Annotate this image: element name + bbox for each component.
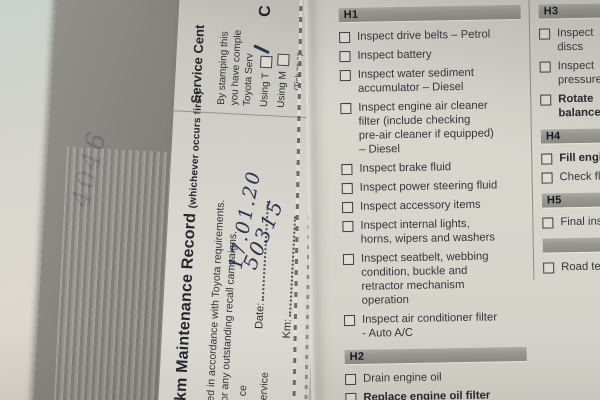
checklist-item-text: Inspect seatbelt, webbing condition, buck… bbox=[360, 250, 489, 307]
checklist-item-text: Check fl bbox=[559, 170, 600, 184]
checkbox-icon bbox=[341, 163, 353, 176]
checkbox-icon bbox=[277, 53, 290, 67]
checklist-item: Inspect engine air cleaner filter (includ… bbox=[340, 98, 523, 157]
checklist-item-text: Road tes bbox=[561, 260, 600, 274]
checklist-item: Drain engine oil bbox=[345, 369, 527, 386]
checklist-item-text: Rotate balance bbox=[558, 92, 600, 120]
section-code: H3 bbox=[543, 5, 559, 18]
checklist-item-text: Inspect power steering fluid bbox=[359, 179, 498, 194]
using-option-2: Using M bbox=[275, 53, 290, 108]
checklist-column-main: H1 Inspect drive belts – Petrol Inspect ba… bbox=[338, 0, 527, 400]
checklist-item: Inspect seatbelt, webbing condition, buck… bbox=[342, 249, 526, 308]
checklist-item: Inspect air conditioner filter - Auto A/C bbox=[343, 310, 526, 341]
checklist-item: Inspect internal lights, horns, wipers an… bbox=[342, 216, 524, 247]
section-code: H1 bbox=[343, 8, 359, 22]
checklist-section: H2 Drain engine oil Replace engine oil fil… bbox=[344, 346, 528, 400]
checklist-item: Road tes bbox=[543, 259, 600, 275]
checkbox-icon bbox=[541, 172, 553, 184]
checkbox-icon bbox=[543, 262, 555, 274]
checklist-item-text: Inspect pressure bbox=[557, 59, 600, 87]
checklist-item: Inspect water sediment accumulator – Dies… bbox=[339, 65, 522, 96]
checklist-item-text: Inspect water sediment accumulator – Dies… bbox=[357, 66, 475, 95]
checklist-item: Inspect discs bbox=[539, 25, 600, 55]
checklist-item: Inspect drive belts – Petrol bbox=[339, 27, 521, 44]
clipped-bold-letter: C bbox=[256, 4, 275, 18]
checklist-item-text: Replace engine oil filter bbox=[363, 389, 491, 400]
section-header-bar: H3 bbox=[538, 2, 600, 19]
date-label: Date: bbox=[253, 302, 267, 330]
checklist-item-text: Inspect drive belts – Petrol bbox=[357, 28, 491, 43]
checklist-item: Replace engine oil filter bbox=[345, 388, 527, 400]
checklist-item-text: Inspect engine air cleaner filter (includ… bbox=[358, 99, 494, 156]
checklist-item: Rotate balance bbox=[540, 91, 600, 121]
service-centre-header: Service Cent bbox=[188, 24, 208, 104]
checkbox-icon bbox=[342, 220, 354, 233]
checklist-section: H1 Inspect drive belts – Petrol Inspect ba… bbox=[338, 4, 527, 341]
stamp-text-line: Toyota Serv bbox=[241, 53, 256, 107]
checklist-section: H4 Fill engi Check fl bbox=[540, 127, 600, 185]
checklist-column-side: H3 Inspect discs Inspect pressure Rotate balan… bbox=[528, 0, 600, 280]
checkbox-icon bbox=[539, 61, 551, 73]
checkbox-icon bbox=[340, 102, 352, 115]
checklist-item-text: Inspect air conditioner filter - Auto A/C bbox=[361, 311, 498, 340]
checkbox-icon bbox=[259, 55, 273, 69]
using-option-1: Using T bbox=[253, 44, 273, 107]
checklist-item: Inspect power steering fluid bbox=[341, 178, 524, 195]
checkbox-icon bbox=[539, 28, 551, 40]
checklist-item-text: Fill engi bbox=[559, 151, 600, 165]
checkbox-icon bbox=[342, 201, 354, 214]
checklist-item-text: Inspect discs bbox=[556, 26, 594, 54]
text-fragment: ce bbox=[236, 384, 250, 397]
section-code: H4 bbox=[545, 130, 561, 143]
checklist-item-text: Inspect internal lights, horns, wipers an… bbox=[360, 217, 496, 246]
section-code: H5 bbox=[546, 194, 562, 207]
checkbox-icon bbox=[345, 373, 357, 386]
section-header-bar: H4 bbox=[540, 127, 600, 144]
checkbox-icon bbox=[343, 314, 356, 327]
checklist-item-text: Inspect accessory items bbox=[359, 198, 481, 213]
text-fragment-service: Service bbox=[257, 372, 272, 400]
checkbox-icon bbox=[541, 153, 553, 165]
section-header-bar: H1 bbox=[338, 4, 521, 23]
checklist-item-text: Final ins bbox=[560, 215, 600, 229]
checklist-section: Road tes bbox=[542, 236, 600, 275]
checklist-section: H5 Final ins bbox=[541, 191, 600, 230]
checkbox-icon bbox=[341, 182, 353, 195]
section-header-bar: H2 bbox=[344, 346, 527, 365]
section-code: H2 bbox=[349, 350, 365, 364]
checkbox-icon bbox=[339, 69, 351, 82]
checklist-item: Final ins bbox=[542, 214, 600, 230]
checklist-item: Check fl bbox=[541, 169, 600, 185]
checklist-item: Fill engi bbox=[541, 150, 600, 166]
checklist-item: Inspect accessory items bbox=[342, 197, 524, 214]
checklist-item: Inspect brake fluid bbox=[341, 159, 523, 176]
checklist-page: H1 Inspect drive belts – Petrol Inspect ba… bbox=[304, 0, 600, 400]
record-title: km Maintenance Record (whichever occurs … bbox=[172, 90, 205, 400]
checkbox-icon bbox=[339, 50, 351, 63]
checklist-item: Inspect pressure bbox=[539, 58, 600, 88]
checklist-item-text: Inspect brake fluid bbox=[359, 161, 452, 175]
checklist-section: H3 Inspect discs Inspect pressure Rotate balan… bbox=[538, 2, 600, 121]
checklist-item: Inspect battery bbox=[339, 46, 521, 63]
checklist-item-text: Inspect battery bbox=[357, 48, 432, 62]
checkbox-icon bbox=[342, 253, 355, 266]
section-header-bar: H5 bbox=[541, 191, 600, 208]
checkbox-icon bbox=[345, 392, 357, 400]
checkbox-icon bbox=[540, 94, 552, 106]
checklist-item-text: Drain engine oil bbox=[362, 371, 442, 385]
checkbox-icon bbox=[542, 217, 554, 229]
section-header-bar bbox=[542, 236, 600, 253]
checkbox-icon bbox=[339, 31, 351, 44]
